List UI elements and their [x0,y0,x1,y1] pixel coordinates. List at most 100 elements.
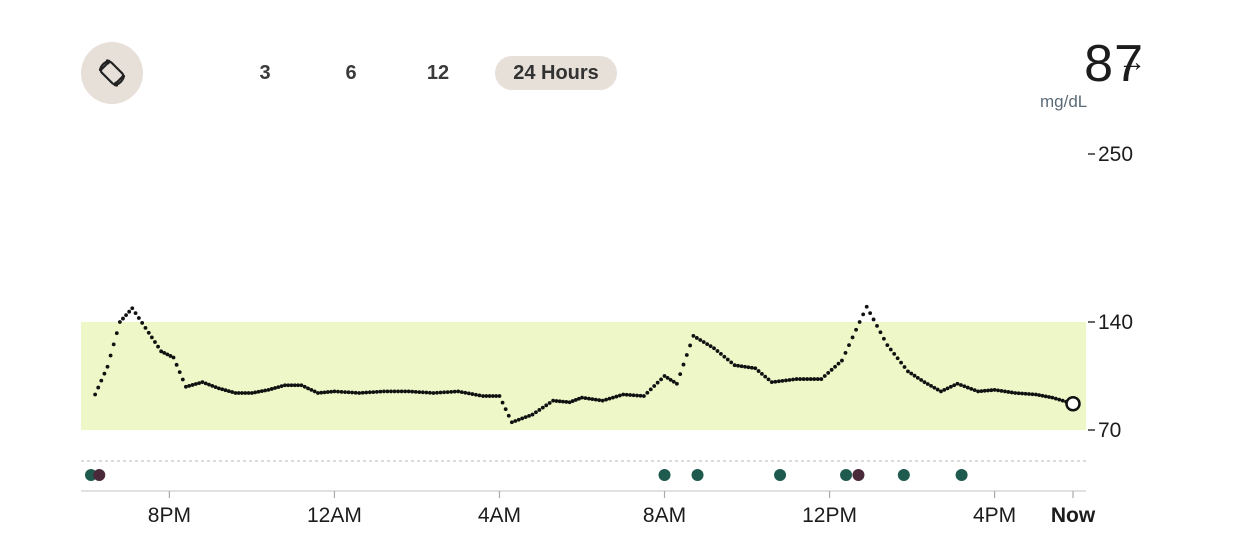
glucose-point [840,358,844,363]
glucose-point [111,342,116,347]
glucose-point [624,392,629,397]
x-tick-label: 12AM [307,504,362,527]
glucose-point [263,388,268,393]
glucose-point [456,389,461,394]
glucose-point [442,390,446,395]
glucose-point [684,353,689,357]
glucose-point [600,398,605,403]
glucose-point [665,376,670,380]
glucose-point [481,394,485,398]
glucose-point [187,383,192,388]
glucose-point [494,394,499,398]
glucose-point [276,385,281,390]
glucose-point [570,399,575,403]
glucose-point [836,361,841,366]
glucose-point [655,380,660,385]
event-marker[interactable] [85,469,97,481]
glucose-point [725,357,730,362]
glucose-point [611,395,615,400]
glucose-point [266,387,271,392]
x-tick-label: Now [1051,504,1096,527]
glucose-point [969,386,974,391]
glucose-point [513,419,518,423]
glucose-point [371,390,376,394]
glucose-point [403,389,408,394]
rotate-button[interactable] [81,42,143,104]
glucose-point [322,390,327,395]
glucose-point [530,412,535,417]
glucose-point [982,388,987,393]
glucose-point [826,371,831,375]
glucose-point [236,391,241,395]
glucose-point [631,393,636,398]
glucose-point [207,382,211,387]
range-tab-12[interactable]: 12 [426,62,450,84]
glucose-point [246,391,251,395]
glucose-point [230,390,235,394]
range-tab-3[interactable]: 3 [259,62,271,84]
trend-arrow-icon[interactable]: → [1118,46,1146,77]
glucose-point [1030,392,1035,397]
event-marker[interactable] [955,469,968,481]
glucose-point [986,388,990,393]
glucose-point [420,390,425,395]
glucose-point [942,387,947,392]
glucose-point [561,399,565,404]
event-marker[interactable] [93,469,106,481]
glucose-point [739,364,744,369]
glucose-point [130,306,135,311]
event-marker[interactable] [774,469,787,481]
glucose-point [763,374,768,379]
glucose-point [105,364,110,369]
glucose-point [296,383,301,388]
glucose-point [939,389,943,394]
glucose-point [374,389,379,394]
glucose-point [1043,394,1048,399]
glucose-point [452,389,457,394]
glucose-point [551,398,556,403]
glucose-point [484,394,489,398]
event-marker[interactable] [691,469,704,481]
y-tick-label: 70 [1098,419,1121,442]
glucose-point [399,389,404,394]
x-tick-label: 8AM [643,504,686,527]
glucose-point [279,384,284,389]
glucose-point [190,383,195,387]
glucose-point [286,383,291,388]
glucose-point [329,389,334,394]
event-marker[interactable] [852,469,865,481]
glucose-point [336,389,340,394]
y-tick-label: 140 [1098,311,1133,334]
glucose-point [250,391,254,395]
glucose-point [805,377,810,381]
glucose-point [312,389,317,394]
range-tab-6[interactable]: 6 [345,62,357,84]
glucose-point [794,377,799,381]
glucose-point [906,369,910,374]
glucose-point [449,389,454,394]
event-marker[interactable] [897,469,910,481]
glucose-point [283,383,287,388]
glucose-point [487,394,492,398]
glucose-point [99,378,104,383]
event-marker[interactable] [840,469,853,481]
current-reading-point[interactable] [1065,396,1081,412]
event-marker[interactable] [658,469,671,481]
glucose-point [861,312,866,317]
glucose-point [197,381,202,385]
glucose-point [289,383,294,388]
glucose-point [156,344,160,349]
glucose-point [143,325,148,330]
glucose-point [895,356,900,361]
glucose-point [671,379,676,384]
glucose-point [857,320,862,324]
glucose-point [503,407,508,412]
range-tab-24-hours[interactable]: 24 Hours [495,56,617,90]
glucose-point [691,333,696,338]
glucose-point [180,377,185,382]
y-tick-label: 250 [1098,143,1133,166]
glucose-point [688,343,693,348]
glucose-point [1013,391,1018,395]
glucose-point [367,390,372,395]
